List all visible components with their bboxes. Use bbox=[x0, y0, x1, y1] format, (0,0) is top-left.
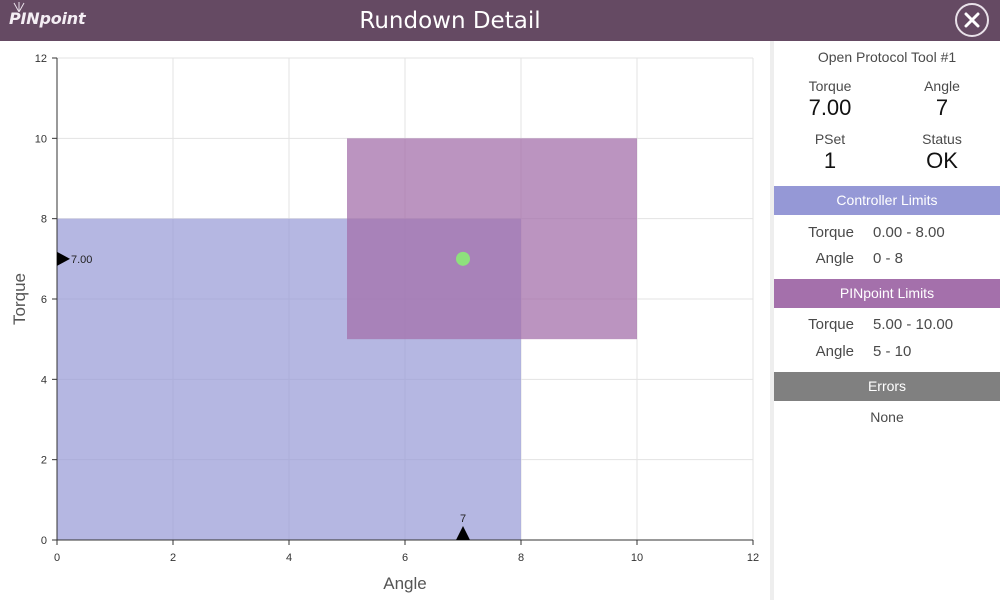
pset-stat-label: PSet bbox=[814, 131, 846, 147]
pset-stat-value: 1 bbox=[823, 148, 837, 173]
torque-marker-label: 7.00 bbox=[71, 254, 92, 266]
controller-torque-range: 0.00 - 8.00 bbox=[873, 224, 945, 241]
controller-limits-header: Controller Limits bbox=[774, 186, 1000, 215]
logo-spark-icon bbox=[13, 2, 25, 12]
controller-angle-range: 0 - 8 bbox=[873, 250, 904, 267]
torque-stat-label: Torque bbox=[808, 78, 852, 94]
app-logo: PINpoint bbox=[9, 9, 86, 28]
y-tick-label: 4 bbox=[41, 374, 47, 386]
controller-torque-label: Torque bbox=[808, 224, 854, 241]
x-tick-label: 12 bbox=[747, 552, 759, 564]
pinpoint-angle-range: 5 - 10 bbox=[873, 343, 912, 360]
pinpoint-torque-row: Torque 5.00 - 10.00 bbox=[774, 316, 1000, 338]
detail-panel: Open Protocol Tool #1 Torque 7.00 Angle … bbox=[774, 41, 1000, 600]
x-tick-label: 6 bbox=[402, 552, 408, 564]
controller-angle-row: Angle 0 - 8 bbox=[774, 250, 1000, 272]
pinpoint-angle-label: Angle bbox=[815, 343, 854, 360]
x-tick-label: 0 bbox=[54, 552, 60, 564]
x-tick-label: 8 bbox=[518, 552, 524, 564]
x-tick-label: 4 bbox=[286, 552, 292, 564]
status-stat-label: Status bbox=[922, 131, 962, 147]
angle-stat-label: Angle bbox=[924, 78, 960, 94]
torque-stat-value: 7.00 bbox=[808, 95, 852, 120]
y-tick-label: 8 bbox=[41, 214, 47, 226]
x-tick-label: 10 bbox=[631, 552, 643, 564]
y-axis-label: Torque bbox=[10, 273, 29, 325]
rundown-chart: 0 2 4 6 8 10 12 0 2 4 6 8 10 12 7.00 7 Angle Torque bbox=[0, 41, 770, 600]
errors-value: None bbox=[870, 409, 904, 425]
controller-torque-row: Torque 0.00 - 8.00 bbox=[774, 224, 1000, 246]
pinpoint-torque-range: 5.00 - 10.00 bbox=[873, 316, 954, 333]
tool-name: Open Protocol Tool #1 bbox=[817, 49, 957, 65]
rundown-point bbox=[456, 251, 470, 266]
angle-marker-triangle bbox=[456, 526, 470, 540]
y-tick-label: 6 bbox=[41, 294, 47, 306]
controller-angle-label: Angle bbox=[815, 250, 854, 267]
pinpoint-angle-row: Angle 5 - 10 bbox=[774, 343, 1000, 365]
angle-marker-label: 7 bbox=[460, 513, 466, 525]
torque-stat: Torque 7.00 bbox=[780, 78, 880, 121]
torque-marker-triangle bbox=[57, 251, 70, 266]
y-tick-label: 12 bbox=[35, 53, 47, 65]
y-tick-label: 10 bbox=[35, 133, 47, 145]
window-title: Rundown Detail bbox=[359, 8, 541, 34]
status-stat-value: OK bbox=[926, 148, 958, 173]
panel-divider bbox=[770, 41, 774, 600]
pset-stat: PSet 1 bbox=[780, 131, 880, 174]
angle-stat-value: 7 bbox=[935, 95, 949, 120]
limit-region-pinpoint bbox=[347, 138, 637, 340]
angle-stat: Angle 7 bbox=[892, 78, 992, 121]
title-bar: PINpoint Rundown Detail bbox=[0, 0, 1000, 41]
pinpoint-torque-label: Torque bbox=[808, 316, 854, 333]
status-stat: Status OK bbox=[892, 131, 992, 174]
y-tick-label: 0 bbox=[41, 535, 47, 547]
y-tick-label: 2 bbox=[41, 455, 47, 467]
x-tick-label: 2 bbox=[170, 552, 176, 564]
pinpoint-limits-header: PINpoint Limits bbox=[774, 279, 1000, 308]
close-icon bbox=[964, 12, 980, 28]
chart-svg: 0 2 4 6 8 10 12 0 2 4 6 8 10 12 7.00 7 Angle Torque bbox=[10, 53, 759, 593]
x-axis-label: Angle bbox=[383, 574, 426, 593]
errors-header: Errors bbox=[774, 372, 1000, 401]
close-button[interactable] bbox=[955, 3, 989, 37]
